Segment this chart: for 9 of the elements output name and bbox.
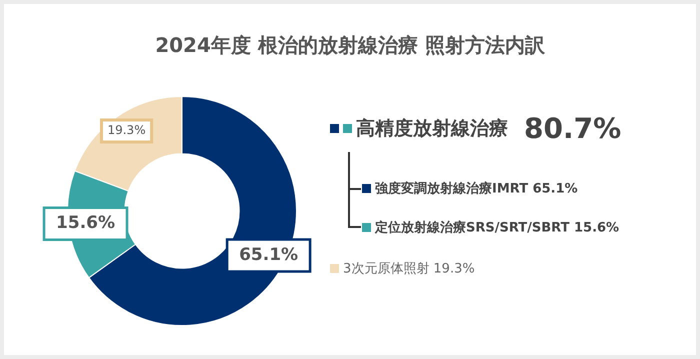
legend-label: 3次元原体照射 19.3% [343, 262, 475, 277]
data-label: 65.1% [239, 244, 298, 265]
data-label: 19.3% [107, 123, 146, 138]
legend-label: 定位放射線治療SRS/SRT/SBRT 15.6% [375, 220, 620, 236]
chart-title: 2024年度 根治的放射線治療 照射方法内訳 [154, 32, 546, 59]
text: 高精度放射線治療 [356, 118, 508, 140]
legend-label: 強度変調放射線治療IMRT 65.1% [375, 182, 578, 197]
data-label: 15.6% [56, 213, 116, 234]
text: 80.7% [524, 112, 622, 145]
